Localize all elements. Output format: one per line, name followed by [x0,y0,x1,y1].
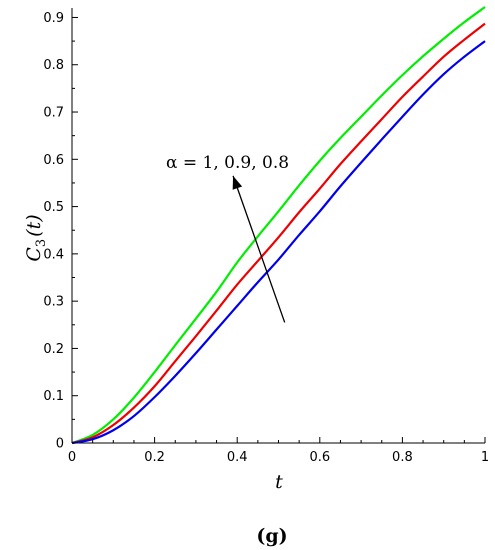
annotation-label: α = 1, 0.9, 0.8 [166,153,289,173]
x-tick-label: 0.6 [309,450,330,465]
y-axis-label: C3 (t) [23,214,49,261]
y-tick-label: 0.5 [43,200,64,215]
x-tick-label: 0.2 [144,450,165,465]
series-layer [71,6,486,445]
y-tick-label: 0.2 [43,342,64,357]
annotation: α = 1, 0.9, 0.8 [166,153,289,323]
x-tick-label: 0.8 [392,450,413,465]
x-axis-label: t [275,471,283,493]
y-tick-label: 0.6 [43,153,64,168]
y-tick-label: 0.1 [43,389,64,404]
figure-caption: (g) [256,525,287,547]
axes [71,8,485,444]
y-tick-label: 0.8 [43,58,64,73]
svg-text:C3(t): C3 (t) [23,214,49,261]
y-axis-label-sub: 3 [34,239,49,247]
ticks: 0 0.2 0.4 0.6 0.8 1 0 0.1 0.2 0.3 0.4 0.5 0.6 0.7 0.8 0… [43,11,489,465]
x-tick-label: 0.4 [227,450,248,465]
series-line-2 [71,22,486,445]
series-line-3 [71,40,486,445]
y-tick-label: 0.3 [43,295,64,310]
y-axis-label-arg: (t) [23,214,45,236]
y-tick-label: 0.4 [43,247,64,262]
annotation-arrow-shaft [232,175,286,323]
series-line-1 [71,6,486,445]
y-tick-label: 0 [56,437,64,452]
x-tick-label: 0 [68,450,76,465]
y-tick-label: 0.7 [43,106,64,121]
y-tick-label: 0.9 [43,11,64,26]
x-tick-label: 1 [481,450,489,465]
annotation-arrow-head [232,175,243,190]
y-axis-label-main: C [23,247,45,262]
